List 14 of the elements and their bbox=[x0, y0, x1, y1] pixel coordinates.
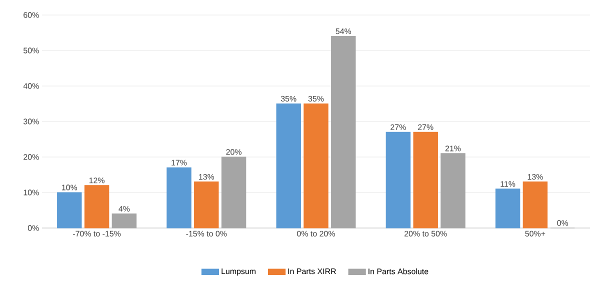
bar bbox=[440, 153, 466, 228]
bar bbox=[331, 36, 356, 228]
bar bbox=[522, 182, 548, 228]
bar bbox=[495, 188, 520, 228]
bar bbox=[112, 214, 137, 228]
bar bbox=[84, 185, 110, 228]
bar bbox=[304, 103, 328, 228]
bar bbox=[57, 192, 82, 228]
bar bbox=[221, 156, 246, 228]
bar bbox=[276, 103, 301, 228]
bar bbox=[166, 167, 192, 228]
bar bbox=[386, 132, 411, 228]
bar bbox=[194, 182, 219, 228]
bar bbox=[413, 132, 438, 228]
